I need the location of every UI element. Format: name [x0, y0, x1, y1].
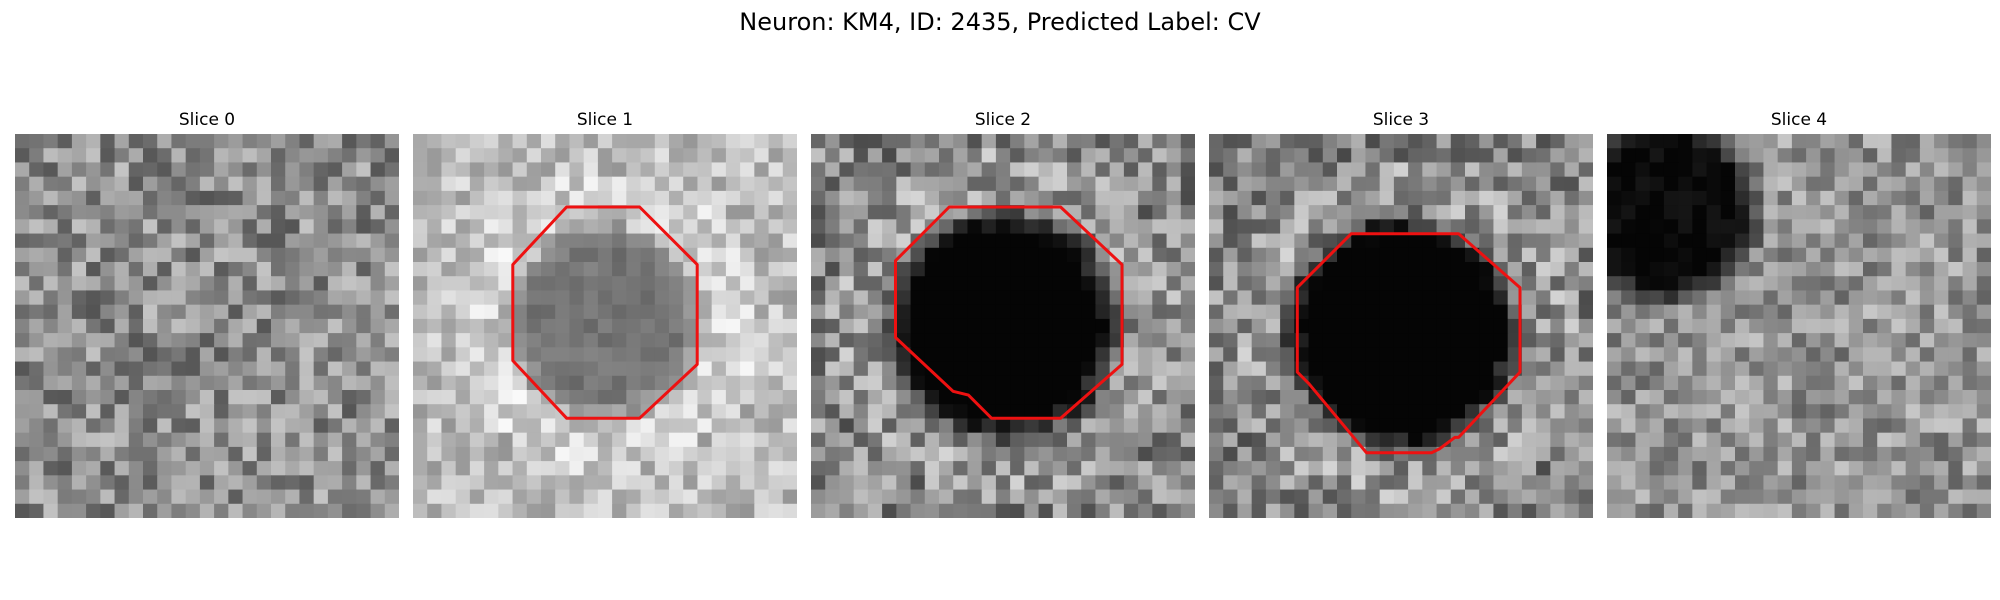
slice-image-0 — [15, 134, 399, 518]
slice-panel-1: Slice 1 — [413, 108, 797, 518]
pixel-grid — [811, 134, 1195, 518]
pixel-grid — [1209, 134, 1593, 518]
roi-outline — [894, 205, 1124, 420]
slice-image-4 — [1607, 134, 1991, 518]
slice-image-2 — [811, 134, 1195, 518]
figure-title: Neuron: KM4, ID: 2435, Predicted Label: … — [739, 8, 1261, 36]
slice-panel-4: Slice 4 — [1607, 108, 1991, 518]
pixel-grid — [15, 134, 399, 518]
slice-title: Slice 2 — [974, 110, 1032, 130]
slice-title: Slice 3 — [1372, 110, 1430, 130]
slice-image-1 — [413, 134, 797, 518]
slice-image-3 — [1209, 134, 1593, 518]
slice-title: Slice 4 — [1770, 110, 1828, 130]
slice-panel-0: Slice 0 — [15, 108, 399, 518]
slice-panel-3: Slice 3 — [1209, 108, 1593, 518]
roi-outline — [1295, 232, 1522, 455]
pixel-grid — [413, 134, 797, 518]
pixel-grid — [1607, 134, 1991, 518]
slice-title: Slice 1 — [576, 110, 634, 130]
slice-panel-2: Slice 2 — [811, 108, 1195, 518]
roi-outline — [511, 205, 699, 420]
slice-title: Slice 0 — [178, 110, 236, 130]
